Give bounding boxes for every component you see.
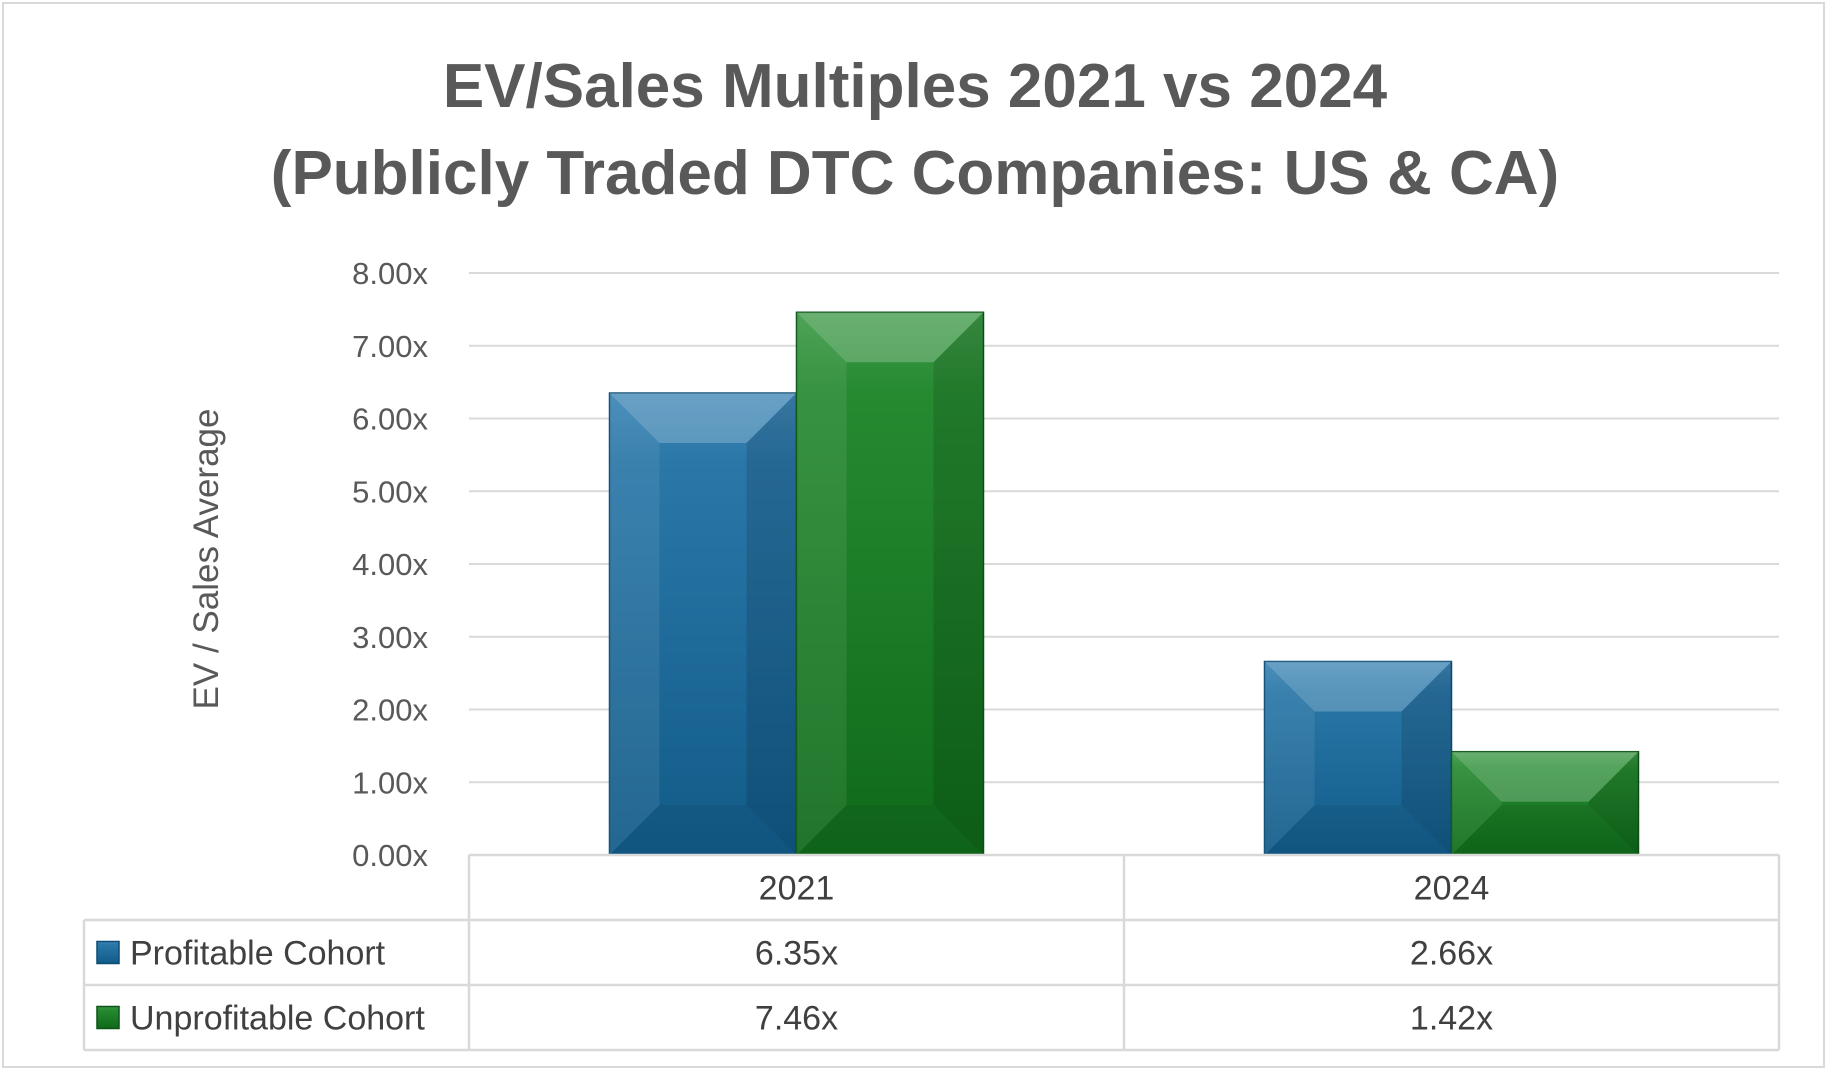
- bar-profitable-cohort-2024: [1263, 660, 1453, 856]
- category-label: 2021: [759, 870, 835, 908]
- chart-title-line-2: (Publicly Traded DTC Companies: US & CA): [271, 139, 1559, 208]
- bar-unprofitable-cohort-2021: [795, 311, 985, 856]
- data-table: 2021 2024 Profitable Cohort 6.35x 2.66x Unpro…: [82, 853, 1781, 1052]
- legend-series-name: Unprofitable Cohort: [130, 1000, 425, 1038]
- y-tick-label: 0.00x: [352, 838, 428, 873]
- data-label: 6.35x: [755, 935, 838, 973]
- data-label: 1.42x: [1410, 1000, 1493, 1038]
- y-tick-label: 5.00x: [352, 474, 428, 509]
- data-label: 7.46x: [755, 1000, 838, 1038]
- category-label: 2024: [1414, 870, 1490, 908]
- y-tick-label: 4.00x: [352, 547, 428, 582]
- legend-key-profitable-cohort: [96, 940, 120, 965]
- chart-svg: EV/Sales Multiples 2021 vs 2024 (Publicl…: [82, 52, 1781, 1052]
- bar-profitable-cohort-2021: [608, 392, 798, 856]
- y-tick-label: 8.00x: [352, 256, 428, 291]
- legend-series-name: Profitable Cohort: [130, 935, 386, 973]
- y-tick-label: 3.00x: [352, 620, 428, 655]
- y-tick-label: 7.00x: [352, 329, 428, 364]
- y-tick-label: 1.00x: [352, 765, 428, 800]
- chart-title-line-1: EV/Sales Multiples 2021 vs 2024: [443, 52, 1388, 121]
- data-label: 2.66x: [1410, 935, 1493, 973]
- y-tick-label: 6.00x: [352, 402, 428, 437]
- y-axis-ticks: 0.00x 1.00x 2.00x 3.00x 4.00x 5.00x 6.00x 7.00x…: [352, 256, 428, 873]
- y-axis-label: EV / Sales Average: [187, 409, 226, 710]
- legend-key-unprofitable-cohort: [96, 1005, 120, 1030]
- bar-unprofitable-cohort-2024: [1450, 750, 1640, 856]
- y-tick-label: 2.00x: [352, 693, 428, 728]
- bars: [608, 311, 1640, 856]
